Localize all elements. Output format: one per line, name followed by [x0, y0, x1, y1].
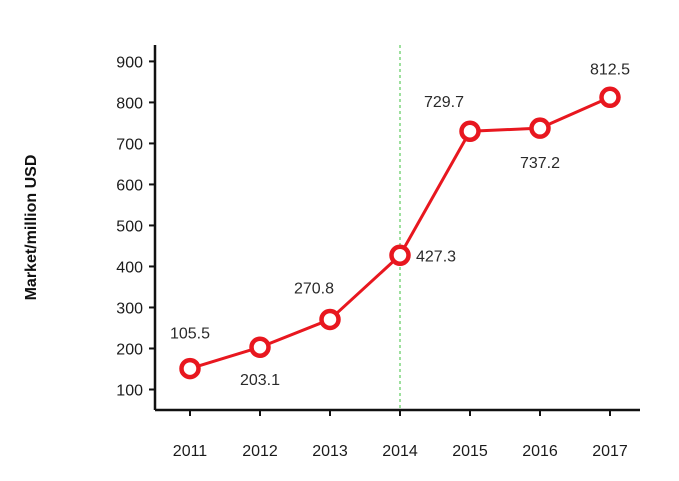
data-label: 427.3 — [416, 248, 456, 265]
y-tick-label: 700 — [116, 136, 143, 153]
y-tick-label: 400 — [116, 259, 143, 276]
y-tick-label: 100 — [116, 382, 143, 399]
x-tick-label: 2017 — [592, 443, 628, 460]
data-label: 270.8 — [294, 280, 334, 297]
data-label: 812.5 — [590, 61, 630, 78]
data-point — [179, 357, 201, 380]
data-point — [529, 117, 551, 139]
x-tick-label: 2012 — [242, 443, 278, 460]
x-tick-label: 2011 — [173, 443, 208, 460]
x-tick-label: 2014 — [382, 443, 418, 460]
y-tick-label: 600 — [116, 177, 143, 194]
data-point — [249, 336, 271, 358]
x-tick-label: 2015 — [452, 443, 488, 460]
axes — [153, 45, 640, 412]
data-label: 729.7 — [424, 94, 464, 111]
y-tick-label: 500 — [116, 218, 143, 235]
data-point — [599, 86, 621, 109]
data-label: 105.5 — [170, 326, 210, 343]
data-point — [389, 244, 411, 267]
data-label: 203.1 — [240, 372, 280, 389]
y-tick-label: 900 — [116, 54, 143, 71]
x-tick-label: 2013 — [312, 443, 348, 460]
y-tick-label: 800 — [116, 95, 143, 112]
y-tick-label: 200 — [116, 341, 143, 358]
data-labels: 105.5 203.1 270.8 427.3 729.7 737.2 812.5 — [170, 61, 630, 389]
data-label: 737.2 — [520, 155, 560, 172]
x-tick-label: 2016 — [522, 443, 558, 460]
series-layer — [179, 86, 621, 380]
y-axis-title: Market/million USD — [23, 155, 40, 301]
y-tick-label: 300 — [116, 300, 143, 317]
data-point — [459, 120, 481, 142]
y-ticks: 100 200 300 400 500 600 700 800 900 — [116, 54, 155, 399]
data-point — [319, 308, 341, 331]
x-ticks: 2011 2012 2013 2014 2015 2016 2017 — [173, 410, 628, 460]
